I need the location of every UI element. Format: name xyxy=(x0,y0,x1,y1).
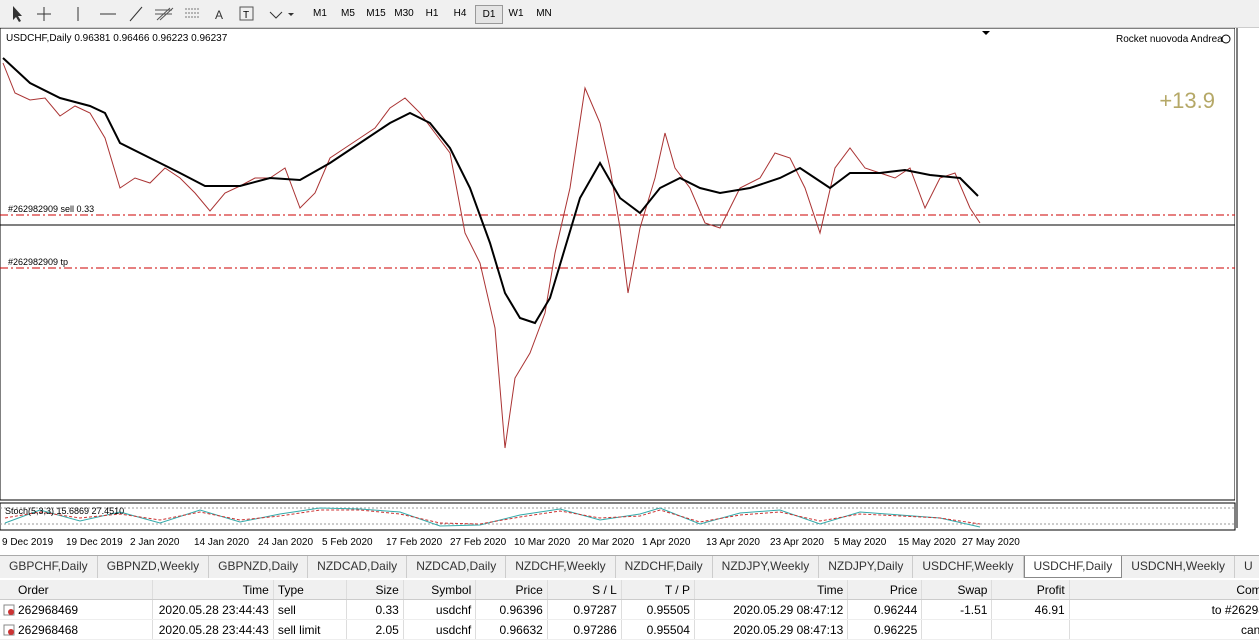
date-label: 10 Mar 2020 xyxy=(514,537,571,548)
cell-close-time: 2020.05.29 08:47:13 xyxy=(694,619,849,640)
column-header[interactable]: Type xyxy=(273,580,347,600)
chart-tab[interactable]: NZDJPY,Weekly xyxy=(713,556,820,578)
chart-tab[interactable]: GBPNZD,Daily xyxy=(209,556,309,578)
date-label: 9 Dec 2019 xyxy=(2,537,54,548)
column-header[interactable]: Size xyxy=(346,580,404,600)
chart-tab[interactable]: USDCHF,Weekly xyxy=(913,556,1024,578)
date-label: 20 Mar 2020 xyxy=(578,537,635,548)
cell-order: 262968469 xyxy=(0,599,154,620)
column-header[interactable]: T / P xyxy=(621,580,695,600)
cell-size: 0.33 xyxy=(346,599,404,620)
timeframe-button[interactable]: H4 xyxy=(453,8,467,19)
timeframe-button[interactable]: W1 xyxy=(508,8,524,19)
cell-price: 0.96632 xyxy=(475,619,548,640)
chart-tab[interactable]: NZDJPY,Daily xyxy=(819,556,914,578)
svg-text:T: T xyxy=(243,10,249,21)
cell-profit xyxy=(991,619,1070,640)
order-row[interactable]: 262968468 2020.05.28 23:44:43 sell limit 2.… xyxy=(0,619,1259,640)
chart-tab[interactable]: USDCNH,Weekly xyxy=(1122,556,1235,578)
date-label: 15 May 2020 xyxy=(898,537,956,548)
date-label: 2 Jan 2020 xyxy=(130,537,180,548)
column-header[interactable]: Swap xyxy=(921,580,993,600)
cell-type: sell xyxy=(273,599,347,620)
column-header[interactable]: Time xyxy=(152,580,274,600)
date-label: 13 Apr 2020 xyxy=(706,537,760,548)
indicator-label: Stoch(5,3,3) 15.6869 27.4510 xyxy=(5,506,124,516)
date-label: 23 Apr 2020 xyxy=(770,537,824,548)
date-label: 5 May 2020 xyxy=(834,537,887,548)
profit-label: +13.9 xyxy=(1159,88,1215,113)
chart-window: +13.9 USDCHF,Daily 0.96381 0.96466 0.962… xyxy=(0,28,1259,548)
date-label: 1 Apr 2020 xyxy=(642,537,691,548)
timeframe-button[interactable]: M30 xyxy=(394,8,414,19)
chart-tab[interactable]: U xyxy=(1235,556,1259,578)
svg-text:A: A xyxy=(215,8,223,22)
cell-order: 262968468 xyxy=(0,619,154,640)
chart-tab[interactable]: NZDCHF,Daily xyxy=(616,556,713,578)
cell-size: 2.05 xyxy=(346,619,404,640)
tp-line-label: #262982909 tp xyxy=(8,257,68,267)
chart-tab[interactable]: NZDCAD,Daily xyxy=(407,556,507,578)
cell-price: 0.96396 xyxy=(475,599,548,620)
cell-tp: 0.95504 xyxy=(621,619,695,640)
order-icon xyxy=(3,604,15,616)
column-header[interactable]: Price xyxy=(475,580,548,600)
timeframe-button[interactable]: M15 xyxy=(366,8,386,19)
date-label: 24 Jan 2020 xyxy=(258,537,313,548)
date-label: 27 Feb 2020 xyxy=(450,537,507,548)
timeframe-button[interactable]: D1 xyxy=(475,5,503,24)
timeframe-button[interactable]: H1 xyxy=(425,8,439,19)
cell-swap xyxy=(921,619,993,640)
date-label: 27 May 2020 xyxy=(962,537,1020,548)
cell-symbol: usdchf xyxy=(403,599,477,620)
cell-type: sell limit xyxy=(273,619,347,640)
column-header[interactable]: Symbol xyxy=(403,580,477,600)
cell-sl: 0.97287 xyxy=(547,599,622,620)
chart-tab[interactable]: NZDCHF,Weekly xyxy=(506,556,616,578)
timeframe-button[interactable]: MN xyxy=(536,8,552,19)
date-label: 5 Feb 2020 xyxy=(322,537,373,548)
chart-tab[interactable]: NZDCAD,Daily xyxy=(308,556,408,578)
cell-profit: 46.91 xyxy=(991,599,1070,620)
column-header[interactable]: S / L xyxy=(547,580,622,600)
expert-name: Rocket nuovoda Andrea xyxy=(1116,34,1223,45)
column-header[interactable]: Order xyxy=(0,580,154,600)
chart-tabs: GBPCHF,Daily GBPNZD,Weekly GBPNZD,Daily NZD… xyxy=(0,555,1259,578)
date-label: 19 Dec 2019 xyxy=(66,537,123,548)
date-label: 17 Feb 2020 xyxy=(386,537,443,548)
cell-time: 2020.05.28 23:44:43 xyxy=(152,599,274,620)
cell-close-price: 0.96225 xyxy=(847,619,923,640)
order-row[interactable]: 262968469 2020.05.28 23:44:43 sell 0.33 usdc… xyxy=(0,599,1259,620)
date-label: 14 Jan 2020 xyxy=(194,537,249,548)
cell-comment: to #26298290 xyxy=(1069,599,1259,620)
cell-sl: 0.97286 xyxy=(547,619,622,640)
timeframe-button[interactable]: M5 xyxy=(341,8,355,19)
chart-tab[interactable]: GBPNZD,Weekly xyxy=(98,556,210,578)
chart-tab[interactable]: USDCHF,Daily xyxy=(1023,556,1123,578)
cell-comment: cancelle xyxy=(1069,619,1259,640)
column-header[interactable]: Profit xyxy=(991,580,1070,600)
cell-symbol: usdchf xyxy=(403,619,477,640)
cell-tp: 0.95505 xyxy=(621,599,695,620)
order-icon xyxy=(3,624,15,636)
column-header[interactable]: Time xyxy=(694,580,849,600)
column-header[interactable]: Price xyxy=(847,580,923,600)
cell-close-price: 0.96244 xyxy=(847,599,923,620)
chart-tab[interactable]: GBPCHF,Daily xyxy=(0,556,98,578)
timeframe-button[interactable]: M1 xyxy=(313,8,327,19)
cell-swap: -1.51 xyxy=(921,599,993,620)
chart-header: USDCHF,Daily 0.96381 0.96466 0.96223 0.9… xyxy=(6,33,228,44)
toolbar: A T M1 M5 M15 M30 H1 H4 D1 W1 MN xyxy=(0,0,1259,28)
column-header[interactable]: Commen xyxy=(1069,580,1259,600)
cell-time: 2020.05.28 23:44:43 xyxy=(152,619,274,640)
order-line-label: #262982909 sell 0.33 xyxy=(8,204,94,214)
cell-close-time: 2020.05.29 08:47:12 xyxy=(694,599,849,620)
tool-icons: A T xyxy=(13,6,294,22)
